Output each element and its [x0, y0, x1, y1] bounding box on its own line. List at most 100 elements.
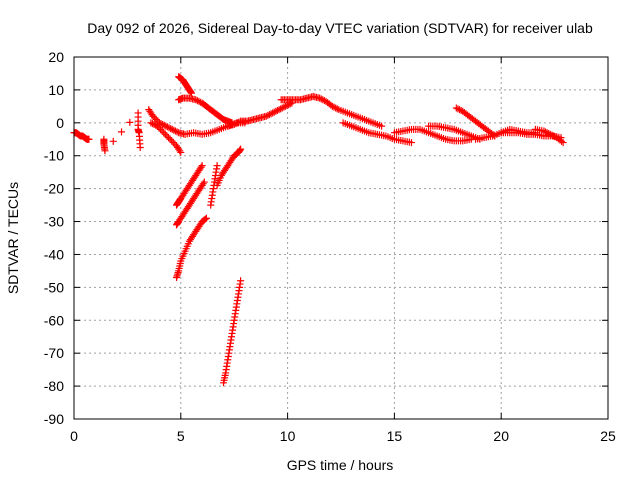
x-axis-label: GPS time / hours — [287, 457, 394, 473]
plus-marker — [153, 122, 161, 130]
plus-marker — [173, 128, 181, 136]
series-bump-near-8 — [224, 99, 296, 130]
plus-marker — [237, 277, 245, 285]
series-late-arc-3 — [531, 125, 567, 147]
plus-marker — [171, 127, 179, 135]
plus-marker — [192, 96, 200, 104]
plus-marker — [264, 111, 272, 119]
x-ticks: 0 5 10 15 20 25 — [70, 57, 616, 444]
plus-marker — [545, 130, 553, 138]
x-tick-label: 20 — [493, 428, 509, 444]
plus-marker — [151, 114, 159, 122]
plus-marker — [543, 129, 551, 137]
series-dropout-6 — [220, 277, 245, 387]
x-tick-label: 0 — [70, 428, 78, 444]
series-arc-lower — [147, 119, 185, 156]
plus-marker — [316, 94, 324, 102]
plus-marker — [193, 97, 201, 105]
plus-marker — [85, 135, 93, 143]
series-mid-arc-4 — [452, 104, 499, 140]
plus-marker — [166, 135, 174, 143]
plus-marker — [548, 131, 556, 139]
plus-marker — [407, 139, 415, 147]
plus-marker — [168, 137, 176, 145]
series-dropout-4 — [207, 162, 221, 209]
plus-marker — [278, 104, 286, 112]
plus-marker — [265, 111, 273, 119]
plus-marker — [169, 139, 177, 147]
plus-marker — [149, 112, 157, 120]
plus-marker — [277, 105, 285, 113]
series-dropout-1 — [173, 162, 206, 209]
plus-marker — [546, 130, 554, 138]
plus-marker — [136, 144, 144, 151]
plus-marker — [197, 163, 205, 171]
plus-marker — [317, 95, 325, 103]
y-tick-label: -40 — [44, 246, 64, 262]
plus-marker — [275, 106, 283, 114]
series-arc-top-short — [175, 73, 195, 97]
plus-marker — [201, 215, 209, 223]
series-peak-near-11 — [277, 92, 386, 130]
plus-marker — [161, 130, 169, 138]
y-tick-label: -80 — [44, 378, 64, 394]
plus-marker — [213, 162, 221, 170]
plus-marker — [167, 125, 175, 133]
plus-marker — [559, 139, 567, 147]
plus-marker — [170, 126, 178, 134]
y-tick-label: -90 — [44, 411, 64, 427]
y-tick-label: -30 — [44, 214, 64, 230]
plus-marker — [162, 122, 170, 130]
plus-marker — [101, 147, 109, 155]
plus-marker — [199, 180, 207, 188]
plus-marker — [550, 132, 558, 140]
plus-marker — [237, 145, 245, 153]
plus-marker — [330, 103, 338, 111]
plus-marker — [281, 102, 289, 110]
plus-marker — [558, 137, 566, 145]
plus-marker — [177, 148, 185, 156]
data-points — [70, 73, 567, 387]
plus-marker — [542, 128, 550, 136]
y-tick-label: 10 — [48, 82, 64, 98]
plus-marker — [280, 103, 288, 111]
plus-marker — [319, 96, 327, 104]
plus-marker — [147, 119, 155, 127]
series-dropout-3 — [173, 214, 210, 281]
grid — [74, 57, 608, 419]
plus-marker — [168, 125, 176, 133]
plus-marker — [270, 108, 278, 116]
plus-marker — [126, 118, 134, 126]
plot-frame — [73, 56, 609, 420]
plus-marker — [230, 120, 238, 128]
plus-marker — [273, 106, 281, 114]
plus-marker — [452, 104, 460, 112]
plus-marker — [540, 127, 548, 135]
plus-marker — [160, 121, 168, 129]
plus-marker — [198, 162, 206, 170]
plus-marker — [195, 97, 203, 105]
plus-marker — [332, 104, 340, 112]
chart-title: Day 092 of 2026, Sidereal Day-to-day VTE… — [87, 20, 593, 36]
plus-marker — [454, 105, 462, 113]
plus-marker — [160, 129, 168, 137]
plus-marker — [200, 178, 208, 186]
y-tick-label: 20 — [48, 49, 64, 65]
plus-marker — [272, 107, 280, 115]
plus-marker — [158, 127, 166, 135]
plus-marker — [333, 105, 341, 113]
plus-marker — [165, 124, 173, 132]
y-tick-label: -20 — [44, 181, 64, 197]
y-tick-label: -70 — [44, 345, 64, 361]
series-early-dots — [100, 109, 144, 155]
plus-marker — [163, 123, 171, 131]
plus-marker — [159, 120, 167, 128]
y-tick-label: -50 — [44, 279, 64, 295]
plus-marker — [118, 128, 126, 136]
plus-marker — [202, 214, 210, 222]
plus-marker — [456, 106, 464, 114]
plus-marker — [235, 118, 243, 126]
y-tick-label: -60 — [44, 312, 64, 328]
